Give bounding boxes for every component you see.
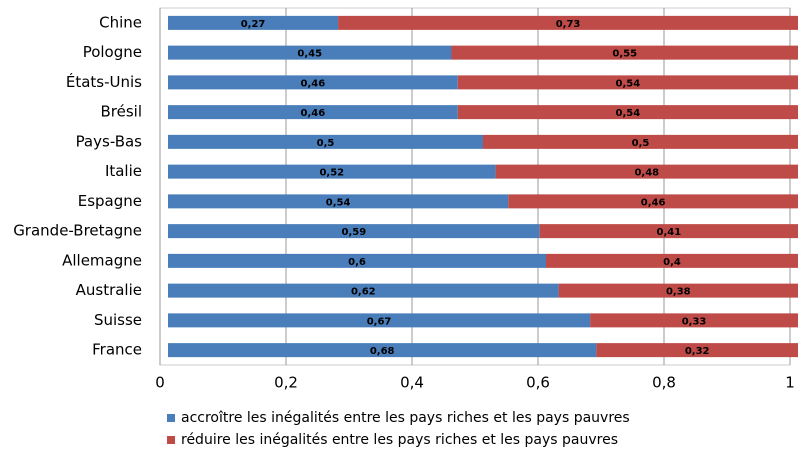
- data-label: 0,46: [301, 108, 326, 119]
- bar-segment: [558, 283, 798, 298]
- y-tick-label: Brésil: [100, 103, 142, 121]
- y-tick-label: Suisse: [94, 311, 142, 329]
- bar-segment: [539, 224, 798, 239]
- legend-swatch: [167, 436, 175, 444]
- x-tick-label: 0,4: [400, 374, 424, 392]
- x-tick-label: 0,8: [652, 374, 676, 392]
- y-tick-label: Espagne: [78, 192, 142, 210]
- data-label: 0,33: [682, 316, 707, 327]
- y-tick-label: Chine: [99, 13, 142, 31]
- bar-segment: [168, 283, 559, 298]
- y-tick-label: Pologne: [83, 43, 142, 61]
- bar-segment: [168, 45, 452, 60]
- bar-segment: [168, 224, 540, 239]
- bar-segment: [168, 194, 509, 209]
- data-label: 0,62: [351, 287, 376, 298]
- bar-segment: [596, 343, 798, 358]
- data-label: 0,32: [685, 346, 710, 357]
- legend-label: réduire les inégalités entre les pays ri…: [181, 432, 618, 448]
- data-label: 0,45: [297, 49, 322, 60]
- legend-swatch: [167, 414, 175, 422]
- data-label: 0,38: [666, 287, 691, 298]
- bar-segment: [590, 313, 798, 328]
- y-tick-label: Grande-Bretagne: [13, 222, 142, 240]
- data-label: 0,59: [342, 227, 367, 238]
- data-label: 0,55: [612, 49, 637, 60]
- data-label: 0,48: [634, 168, 659, 179]
- x-tick-label: 0,6: [526, 374, 550, 392]
- data-label: 0,54: [616, 108, 641, 119]
- bar-segment: [168, 343, 597, 358]
- data-label: 0,41: [657, 227, 682, 238]
- data-label: 0,6: [348, 257, 366, 268]
- data-label: 0,5: [317, 138, 335, 149]
- bar-segment: [168, 253, 546, 268]
- x-tick-label: 1: [785, 374, 795, 392]
- data-label: 0,73: [556, 19, 581, 30]
- bar-segment: [483, 134, 798, 149]
- data-label: 0,46: [301, 78, 326, 89]
- data-label: 0,4: [663, 257, 681, 268]
- y-tick-label: Pays-Bas: [76, 132, 143, 150]
- bar-segment: [168, 164, 496, 179]
- y-tick-label: Australie: [76, 281, 142, 299]
- data-label: 0,68: [370, 346, 395, 357]
- bar-segment: [546, 253, 798, 268]
- bar-segment: [338, 15, 798, 30]
- y-tick-label: Allemagne: [62, 251, 142, 269]
- data-label: 0,54: [616, 78, 641, 89]
- y-tick-label: États-Unis: [66, 72, 142, 91]
- x-tick-label: 0,2: [274, 374, 298, 392]
- data-label: 0,5: [632, 138, 650, 149]
- bar-segment: [495, 164, 798, 179]
- bar-segment: [451, 45, 798, 60]
- plot-wall: [159, 7, 791, 366]
- y-tick-label: France: [92, 341, 142, 359]
- bar-segment: [457, 75, 798, 90]
- y-tick-label: Italie: [105, 162, 142, 180]
- bar-segment: [168, 134, 483, 149]
- data-label: 0,54: [326, 197, 351, 208]
- bar-segment: [508, 194, 798, 209]
- bar-segment: [168, 105, 458, 120]
- data-label: 0,46: [641, 197, 666, 208]
- data-label: 0,52: [319, 168, 344, 179]
- bar-segment: [168, 15, 339, 30]
- data-label: 0,27: [241, 19, 266, 30]
- bar-segment: [457, 105, 798, 120]
- data-label: 0,67: [367, 316, 392, 327]
- x-tick-label: 0: [155, 374, 165, 392]
- bar-segment: [168, 313, 591, 328]
- legend-label: accroître les inégalités entre les pays …: [181, 410, 630, 426]
- bar-segment: [168, 75, 458, 90]
